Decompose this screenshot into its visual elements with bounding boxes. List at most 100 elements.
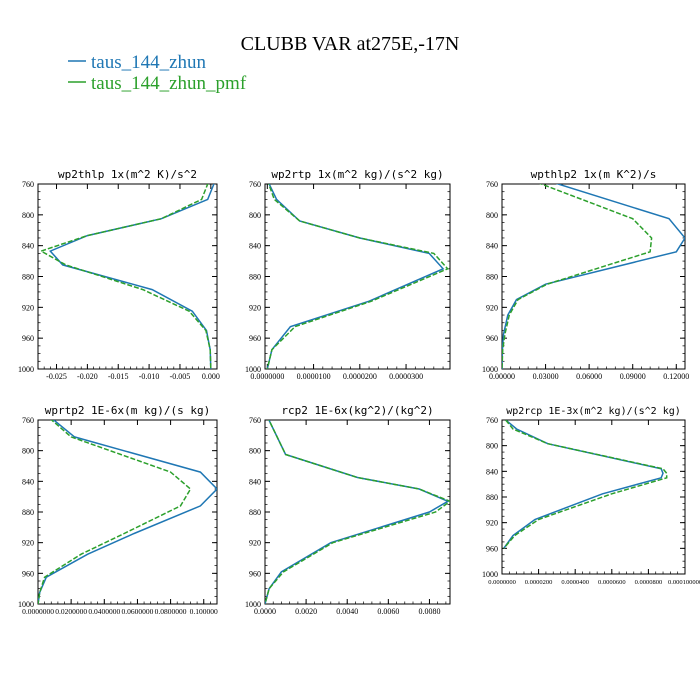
y-tick-label: 800 [22, 447, 34, 456]
y-tick-label: 760 [22, 416, 34, 425]
x-tick-label: 0.0800000 [155, 607, 187, 616]
y-tick-label: 840 [22, 477, 34, 486]
x-tick-label: 0.000 [202, 372, 220, 381]
x-tick-label: 0.000100000 [668, 579, 700, 586]
y-tick-label: 920 [249, 303, 261, 312]
panel-5: rcp2 1E-6x(kg^2)/(kg^2) 760 800 840 880 920 96… [245, 404, 451, 616]
y-tick-label: 800 [486, 442, 498, 451]
y-tick-label: 840 [22, 242, 34, 251]
y-tick-label: 960 [486, 544, 498, 553]
y-tick-label: 880 [486, 493, 498, 502]
x-tick-label: 0.0040 [336, 607, 358, 616]
y-tick-label: 960 [22, 334, 34, 343]
y-tick-label: 1000 [482, 365, 498, 374]
panel-title: wp2rtp 1x(m^2 kg)/(s^2 kg) [271, 168, 443, 181]
series-line-2 [38, 420, 192, 604]
x-tick-label: 0.0000300 [389, 372, 423, 381]
y-tick-label: 920 [22, 539, 34, 548]
x-tick-label: 0.00000 [489, 372, 515, 381]
y-tick-label: 1000 [245, 365, 261, 374]
x-tick-label: 0.0000100 [297, 372, 331, 381]
panel-title: wprtp2 1E-6x(m kg)/(s kg) [45, 404, 211, 417]
y-tick-label: 800 [22, 211, 34, 220]
x-tick-label: 0.0000000 [488, 579, 516, 586]
y-tick-label: 840 [486, 467, 498, 476]
x-tick-label: 0.100000 [190, 607, 218, 616]
x-tick-label: 0.0000400 [561, 579, 589, 586]
x-tick-label: -0.025 [46, 372, 67, 381]
x-tick-label: -0.010 [139, 372, 160, 381]
x-tick-label: 0.03000 [533, 372, 559, 381]
y-tick-label: 800 [486, 211, 498, 220]
panel-title: rcp2 1E-6x(kg^2)/(kg^2) [281, 404, 433, 417]
series-line-1 [502, 184, 685, 369]
panel-2: wp2rtp 1x(m^2 kg)/(s^2 kg) 760 800 840 880 92… [245, 168, 451, 381]
y-tick-label: 760 [249, 416, 261, 425]
x-tick-label: 0.0060 [377, 607, 399, 616]
panels: wp2thlp 1x(m^2 K)/s^2 760 800 840 880 920 960 1… [18, 168, 700, 616]
y-tick-label: 880 [22, 508, 34, 517]
y-tick-label: 960 [22, 569, 34, 578]
series-line-2 [266, 184, 449, 369]
panel-6: wp2rcp 1E-3x(m^2 kg)/(s^2 kg) 760 800 840 88… [482, 406, 700, 586]
series-line-2 [265, 420, 450, 604]
y-tick-label: 880 [22, 273, 34, 282]
y-tick-label: 800 [249, 447, 261, 456]
y-tick-label: 960 [249, 569, 261, 578]
x-tick-label: 0.12000 [663, 372, 689, 381]
plot-frame [264, 419, 451, 605]
x-tick-label: 0.09000 [620, 372, 646, 381]
y-tick-label: 840 [249, 477, 261, 486]
y-tick-label: 760 [22, 180, 34, 189]
series-line-2 [502, 184, 653, 369]
x-tick-label: 0.0000600 [598, 579, 626, 586]
y-tick-label: 880 [249, 273, 261, 282]
x-tick-label: 0.0000800 [635, 579, 663, 586]
x-tick-label: 0.06000 [576, 372, 602, 381]
y-tick-label: 760 [249, 180, 261, 189]
y-tick-label: 920 [249, 539, 261, 548]
x-tick-label: 0.0000200 [343, 372, 377, 381]
y-tick-label: 960 [486, 334, 498, 343]
plot-frame [37, 419, 218, 605]
y-tick-label: 760 [486, 416, 498, 425]
y-tick-label: 1000 [18, 600, 34, 609]
panel-4: wprtp2 1E-6x(m kg)/(s kg) 760 800 840 880 920… [18, 404, 218, 616]
series-line-2 [39, 184, 212, 369]
series-line-1 [503, 420, 664, 549]
y-tick-label: 1000 [245, 600, 261, 609]
x-tick-label: -0.005 [170, 372, 191, 381]
x-tick-label: 0.0000000 [250, 372, 284, 381]
y-tick-label: 880 [249, 508, 261, 517]
y-tick-label: 880 [486, 273, 498, 282]
x-tick-label: -0.015 [108, 372, 129, 381]
panel-3: wpthlp2 1x(m K^2)/s 760 800 840 880 920 960 100… [482, 168, 689, 381]
panel-title: wpthlp2 1x(m K^2)/s [531, 168, 657, 181]
y-tick-label: 1000 [18, 365, 34, 374]
panel-title: wp2thlp 1x(m^2 K)/s^2 [58, 168, 197, 181]
plot-frame [501, 183, 686, 370]
series-line-2 [503, 420, 668, 549]
x-tick-label: 0.0080 [418, 607, 440, 616]
y-tick-label: 920 [22, 303, 34, 312]
x-tick-label: 0.0200000 [55, 607, 87, 616]
x-tick-label: 0.0020 [295, 607, 317, 616]
x-tick-label: 0.0000000 [22, 607, 54, 616]
x-tick-label: 0.0600000 [122, 607, 154, 616]
series-line-1 [49, 184, 215, 369]
x-tick-label: -0.020 [77, 372, 98, 381]
legend-label-series-2: taus_144_zhun_pmf [91, 73, 247, 94]
plot-frame [37, 183, 218, 370]
series-line-1 [265, 420, 450, 604]
y-tick-label: 760 [486, 180, 498, 189]
legend: taus_144_zhun taus_144_zhun_pmf [68, 52, 247, 94]
y-tick-label: 1000 [482, 570, 498, 579]
panel-title: wp2rcp 1E-3x(m^2 kg)/(s^2 kg) [506, 406, 681, 417]
series-line-1 [38, 420, 217, 604]
y-tick-label: 920 [486, 519, 498, 528]
figure-title: CLUBB VAR at275E,-17N [241, 33, 460, 55]
x-tick-label: 0.0000200 [525, 579, 553, 586]
legend-label-series-1: taus_144_zhun [91, 52, 207, 73]
y-tick-label: 840 [486, 242, 498, 251]
